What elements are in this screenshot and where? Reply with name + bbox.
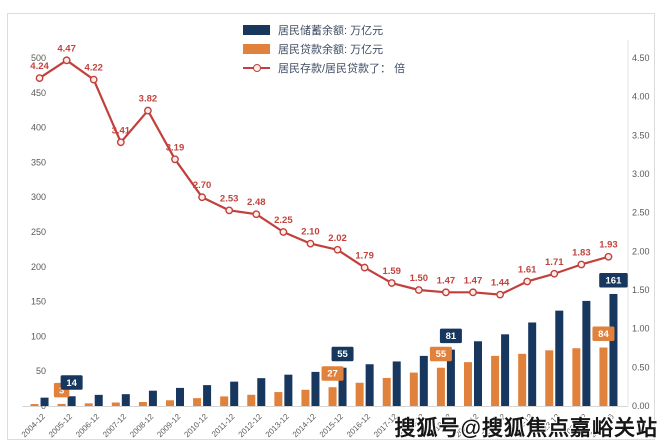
svg-text:300: 300 xyxy=(31,192,46,202)
svg-text:3.41: 3.41 xyxy=(112,125,131,136)
ratio-line-swatch-icon xyxy=(243,63,270,73)
svg-text:1.00: 1.00 xyxy=(632,324,650,334)
svg-text:55: 55 xyxy=(337,349,348,360)
svg-text:2.53: 2.53 xyxy=(220,193,239,204)
svg-text:1.83: 1.83 xyxy=(572,247,591,258)
svg-text:2014-12: 2014-12 xyxy=(291,412,319,440)
svg-text:1.93: 1.93 xyxy=(599,240,618,251)
svg-text:2.48: 2.48 xyxy=(247,197,266,208)
legend-label-ratio: 居民存款/居民贷款了： 倍 xyxy=(278,62,406,75)
svg-text:450: 450 xyxy=(31,88,46,98)
legend-item-ratio: 居民存款/居民贷款了： 倍 xyxy=(243,58,405,77)
svg-text:2007-12: 2007-12 xyxy=(101,412,129,440)
legend-label-loans: 居民贷款余额: 万亿元 xyxy=(278,43,384,56)
svg-text:2015-12: 2015-12 xyxy=(318,412,346,440)
svg-text:1.47: 1.47 xyxy=(464,275,483,286)
legend-item-loans: 居民贷款余额: 万亿元 xyxy=(243,39,405,58)
svg-text:4.47: 4.47 xyxy=(57,43,76,54)
svg-text:2004-12: 2004-12 xyxy=(20,412,48,440)
savings-bar-swatch-icon xyxy=(243,24,270,35)
svg-text:100: 100 xyxy=(31,331,46,341)
svg-text:81: 81 xyxy=(446,331,457,342)
svg-text:1.59: 1.59 xyxy=(382,266,401,277)
svg-text:161: 161 xyxy=(606,275,623,286)
svg-text:3: 3 xyxy=(59,385,64,396)
svg-text:2.02: 2.02 xyxy=(328,233,347,244)
svg-text:4.50: 4.50 xyxy=(632,53,650,63)
svg-text:200: 200 xyxy=(31,262,46,272)
svg-text:14: 14 xyxy=(66,378,77,389)
svg-text:55: 55 xyxy=(436,349,447,360)
svg-text:400: 400 xyxy=(31,123,46,133)
svg-text:2013-12: 2013-12 xyxy=(264,412,292,440)
svg-text:500: 500 xyxy=(31,53,46,63)
legend-label-savings: 居民储蓄余额: 万亿元 xyxy=(278,24,384,37)
svg-text:2006-12: 2006-12 xyxy=(74,412,102,440)
svg-text:2.50: 2.50 xyxy=(632,208,650,218)
svg-text:3.82: 3.82 xyxy=(139,94,158,105)
svg-text:4.00: 4.00 xyxy=(632,92,650,102)
svg-text:2008-12: 2008-12 xyxy=(128,412,156,440)
svg-text:3.19: 3.19 xyxy=(166,142,185,153)
legend-item-savings: 居民储蓄余额: 万亿元 xyxy=(243,20,405,39)
svg-text:2012-12: 2012-12 xyxy=(237,412,265,440)
svg-text:2016-12: 2016-12 xyxy=(345,412,373,440)
svg-text:3.50: 3.50 xyxy=(632,130,650,140)
svg-text:1.71: 1.71 xyxy=(545,257,564,268)
svg-text:150: 150 xyxy=(31,297,46,307)
svg-text:2010-12: 2010-12 xyxy=(182,412,210,440)
svg-text:0.50: 0.50 xyxy=(632,362,650,372)
svg-text:1.50: 1.50 xyxy=(632,285,650,295)
svg-text:1.79: 1.79 xyxy=(355,251,374,262)
svg-text:4.22: 4.22 xyxy=(84,63,103,74)
svg-text:84: 84 xyxy=(598,329,609,340)
svg-text:1.50: 1.50 xyxy=(410,273,429,284)
svg-text:2005-12: 2005-12 xyxy=(47,412,75,440)
svg-text:1.47: 1.47 xyxy=(437,275,456,286)
svg-text:50: 50 xyxy=(36,366,46,376)
ratio-line-swatch-marker xyxy=(253,63,261,72)
chart-frame-border xyxy=(7,13,655,440)
svg-text:2011-12: 2011-12 xyxy=(210,412,237,439)
svg-text:1.61: 1.61 xyxy=(518,264,537,275)
svg-text:1.44: 1.44 xyxy=(491,278,510,289)
legend: 居民储蓄余额: 万亿元 居民贷款余额: 万亿元 居民存款/居民贷款了： 倍 xyxy=(243,20,405,77)
svg-text:3.00: 3.00 xyxy=(632,169,650,179)
svg-text:2009-12: 2009-12 xyxy=(155,412,183,440)
watermark: 搜狐号@搜狐焦点嘉峪关站 xyxy=(394,417,658,440)
svg-text:4.24: 4.24 xyxy=(30,61,49,72)
svg-text:350: 350 xyxy=(31,157,46,167)
svg-text:250: 250 xyxy=(31,227,46,237)
svg-text:2.10: 2.10 xyxy=(301,227,320,238)
svg-text:2.70: 2.70 xyxy=(193,180,212,191)
loans-bar-swatch-icon xyxy=(243,43,270,54)
svg-text:0.00: 0.00 xyxy=(632,401,650,411)
svg-text:2.25: 2.25 xyxy=(274,215,293,226)
svg-text:2.00: 2.00 xyxy=(632,246,650,256)
svg-text:27: 27 xyxy=(327,369,338,380)
